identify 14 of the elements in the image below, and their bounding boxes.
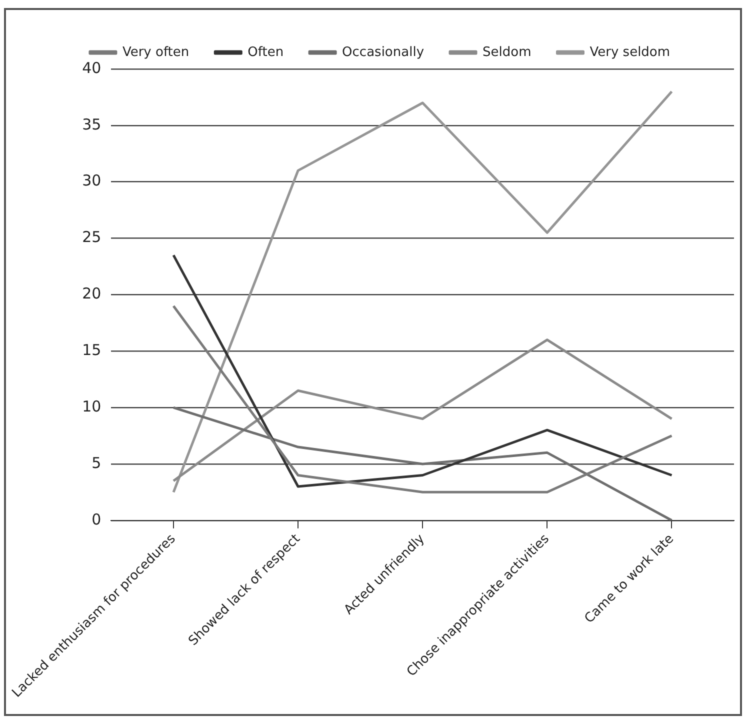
legend-label: Very often — [122, 44, 190, 60]
y-tick-label: 10 — [82, 397, 102, 416]
y-tick-label: 30 — [82, 172, 102, 190]
y-tick-label: 40 — [82, 58, 102, 77]
y-tick-label: 0 — [92, 510, 102, 528]
y-tick-label: 25 — [82, 228, 102, 246]
legend-label: Occasionally — [342, 44, 424, 60]
y-tick-label: 15 — [82, 341, 102, 360]
legend-label: Often — [248, 44, 284, 60]
legend-label: Seldom — [482, 44, 532, 60]
legend-label: Very seldom — [590, 44, 670, 60]
y-tick-label: 35 — [82, 115, 102, 134]
y-tick-label: 5 — [92, 454, 102, 472]
y-tick-label: 20 — [82, 284, 102, 303]
